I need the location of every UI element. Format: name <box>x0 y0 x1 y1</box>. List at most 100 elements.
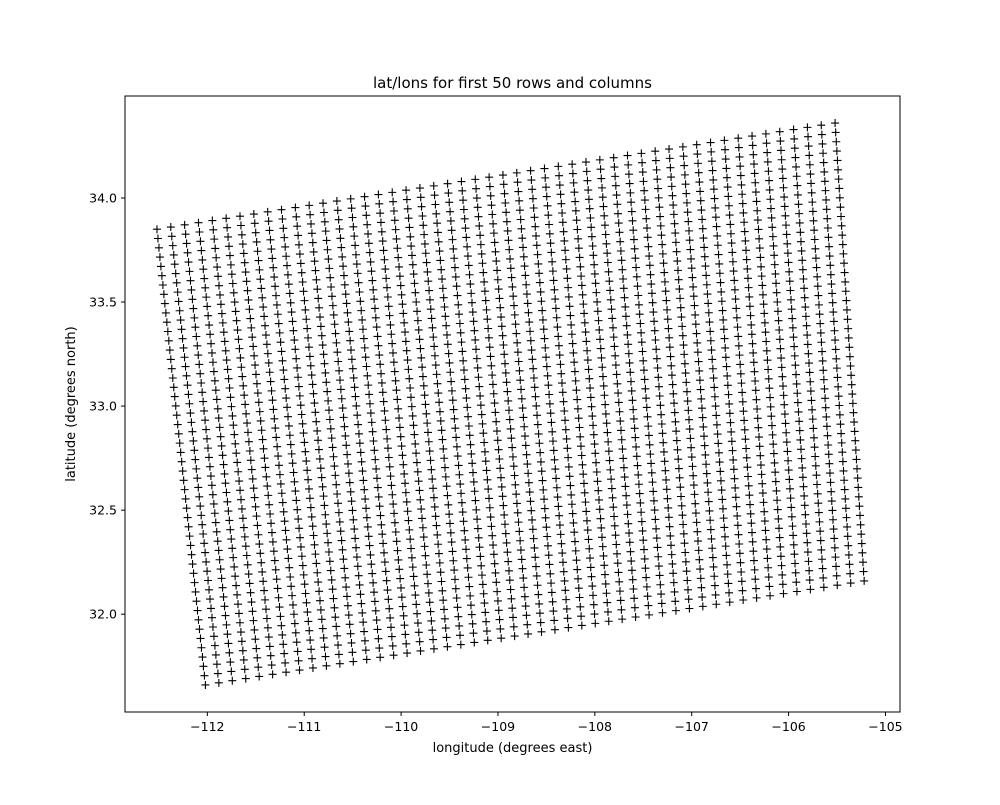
data-point <box>672 247 681 256</box>
data-point <box>249 484 258 493</box>
data-point <box>285 431 294 440</box>
data-point <box>824 233 833 242</box>
data-point <box>778 372 787 381</box>
data-point <box>813 282 822 291</box>
data-point <box>771 477 780 486</box>
data-point <box>323 245 332 254</box>
data-point <box>843 315 852 324</box>
data-point <box>396 583 405 592</box>
data-point <box>671 606 680 615</box>
data-point <box>502 378 511 387</box>
data-point <box>166 355 175 364</box>
data-point <box>579 300 588 309</box>
data-point <box>435 398 444 407</box>
data-point <box>618 615 627 624</box>
data-point <box>613 559 622 568</box>
data-point <box>724 192 733 201</box>
data-point <box>750 367 759 376</box>
data-point <box>537 297 546 306</box>
data-point <box>239 381 248 390</box>
data-point <box>174 297 183 306</box>
data-point <box>672 436 681 445</box>
data-point <box>592 468 601 477</box>
x-tick-label: −111 <box>287 719 321 734</box>
data-point <box>443 642 452 651</box>
data-point <box>716 278 725 287</box>
data-point <box>723 183 732 192</box>
data-point <box>547 588 556 597</box>
data-point <box>271 424 280 433</box>
data-point <box>542 192 551 201</box>
data-point <box>800 293 809 302</box>
data-point <box>427 616 436 625</box>
data-point <box>564 283 573 292</box>
data-point <box>683 208 692 217</box>
data-point <box>290 619 299 628</box>
data-point <box>397 593 406 602</box>
data-point <box>428 323 437 332</box>
data-point <box>689 481 698 490</box>
data-point <box>493 275 502 284</box>
data-point <box>416 344 425 353</box>
data-point <box>613 209 622 218</box>
data-point <box>824 450 833 459</box>
data-point <box>340 564 349 573</box>
data-point <box>712 222 721 231</box>
data-point <box>207 613 216 622</box>
data-point <box>805 160 814 169</box>
data-point <box>308 522 317 531</box>
data-point <box>728 257 737 266</box>
data-point <box>307 229 316 238</box>
data-point <box>255 407 264 416</box>
data-point <box>191 587 200 596</box>
data-point <box>494 445 503 454</box>
data-point <box>248 474 257 483</box>
data-point <box>482 305 491 314</box>
data-point <box>740 218 749 227</box>
data-point <box>540 164 549 173</box>
data-point <box>493 266 502 275</box>
data-point <box>340 422 349 431</box>
data-point <box>768 430 777 439</box>
data-point <box>301 589 310 598</box>
data-point <box>291 628 300 637</box>
data-point <box>296 259 305 268</box>
data-point <box>176 316 185 325</box>
data-point <box>238 646 247 655</box>
data-point <box>674 275 683 284</box>
data-point <box>400 621 409 630</box>
data-point <box>219 328 228 337</box>
data-point <box>842 296 851 305</box>
data-point <box>552 313 561 322</box>
data-point <box>416 193 425 202</box>
data-point <box>429 484 438 493</box>
data-point <box>621 482 630 491</box>
data-point <box>281 242 290 251</box>
data-point <box>539 485 548 494</box>
data-point <box>850 427 859 436</box>
data-point <box>504 396 513 405</box>
data-point <box>423 267 432 276</box>
data-point <box>298 278 307 287</box>
data-point <box>475 382 484 391</box>
data-point <box>488 380 497 389</box>
data-point <box>748 132 757 141</box>
data-point <box>721 145 730 154</box>
data-point <box>579 479 588 488</box>
data-point <box>439 596 448 605</box>
data-point <box>377 378 386 387</box>
data-point <box>826 261 835 270</box>
data-point <box>777 363 786 372</box>
data-point <box>591 279 600 288</box>
data-point <box>374 190 383 199</box>
data-point <box>440 454 449 463</box>
data-point <box>463 563 472 572</box>
data-point <box>328 443 337 452</box>
data-point <box>337 536 346 545</box>
data-point <box>716 467 725 476</box>
data-point <box>793 181 802 190</box>
data-point <box>429 635 438 644</box>
data-point <box>306 210 315 219</box>
data-point <box>352 553 361 562</box>
data-point <box>307 219 315 228</box>
